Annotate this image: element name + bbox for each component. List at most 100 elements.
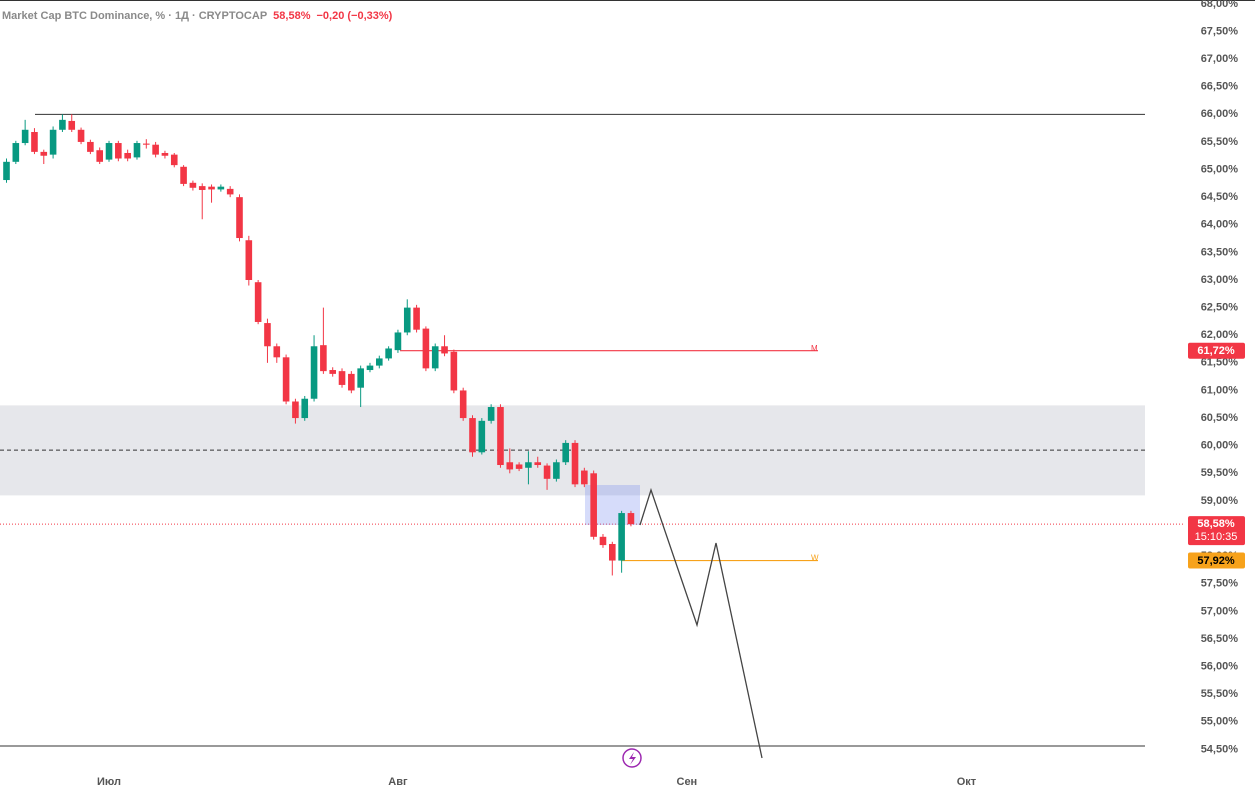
y-tick-label: 62,00% bbox=[1201, 329, 1239, 341]
candle-body bbox=[515, 464, 523, 469]
candle-body bbox=[301, 398, 309, 419]
last-price-box bbox=[1188, 516, 1245, 546]
y-tick-label: 54,50% bbox=[1201, 743, 1239, 755]
candle-body bbox=[441, 346, 448, 354]
candle-body bbox=[161, 152, 169, 156]
candle-body bbox=[376, 358, 383, 366]
candle-body bbox=[87, 141, 94, 152]
candle-body bbox=[77, 129, 85, 142]
candle-body bbox=[497, 407, 504, 466]
candle-body bbox=[320, 345, 327, 372]
level-price-box bbox=[1188, 552, 1245, 569]
candle-body bbox=[143, 143, 150, 145]
candle-body bbox=[208, 186, 215, 190]
header-change: −0,20 (−0,33%) bbox=[316, 10, 393, 22]
y-tick-label: 67,00% bbox=[1201, 53, 1239, 65]
candle-body bbox=[282, 357, 290, 402]
y-tick-label: 57,00% bbox=[1201, 605, 1239, 617]
candle-body bbox=[581, 470, 588, 485]
header-price: 58,58% bbox=[273, 10, 311, 22]
last-price-label: 58,58% bbox=[1197, 518, 1235, 530]
event-icon bbox=[622, 748, 642, 768]
candle-body bbox=[562, 442, 569, 463]
candle-body bbox=[459, 390, 467, 419]
level-price-label: 61,72% bbox=[1197, 345, 1235, 357]
candle-body bbox=[31, 131, 38, 152]
y-tick-label: 57,50% bbox=[1201, 578, 1239, 590]
candle-body bbox=[3, 161, 10, 181]
candle-body bbox=[618, 513, 625, 561]
candle-body bbox=[534, 462, 542, 466]
y-tick-label: 66,00% bbox=[1201, 108, 1239, 120]
candle-body bbox=[627, 513, 635, 525]
header: Market Cap BTC Dominance, % · 1Д · CRYPT… bbox=[2, 10, 398, 22]
y-tick-label: 61,50% bbox=[1201, 357, 1239, 369]
candle-body bbox=[49, 129, 57, 155]
candle-body bbox=[394, 332, 402, 351]
y-tick-label: 59,50% bbox=[1201, 467, 1239, 479]
candle-body bbox=[385, 348, 392, 359]
y-tick-label: 64,00% bbox=[1201, 219, 1239, 231]
candle-body bbox=[68, 120, 76, 130]
candle-body bbox=[348, 373, 355, 391]
y-tick-label: 59,00% bbox=[1201, 495, 1239, 507]
candle-body bbox=[152, 144, 159, 155]
x-tick-label: Авг bbox=[388, 776, 408, 788]
candle-body bbox=[403, 307, 411, 333]
candle-body bbox=[329, 370, 336, 374]
y-tick-label: 60,50% bbox=[1201, 412, 1239, 424]
candle-body bbox=[450, 351, 458, 391]
y-tick-label: 62,50% bbox=[1201, 302, 1239, 314]
candle-body bbox=[21, 129, 29, 144]
candle-body bbox=[59, 119, 66, 130]
y-tick-label: 56,00% bbox=[1201, 660, 1239, 672]
y-tick-label: 68,00% bbox=[1201, 0, 1239, 10]
candle-body bbox=[357, 368, 364, 388]
level-price-label: 57,92% bbox=[1197, 555, 1235, 567]
candle-body bbox=[133, 143, 141, 158]
candle-body bbox=[571, 442, 579, 485]
y-tick-label: 56,50% bbox=[1201, 633, 1239, 645]
level-tag: M bbox=[811, 344, 818, 353]
candle-body bbox=[506, 462, 514, 470]
header-title: Market Cap BTC Dominance, % · 1Д · CRYPT… bbox=[2, 10, 268, 22]
candle-body bbox=[487, 407, 495, 421]
candle-body bbox=[292, 401, 299, 419]
y-tick-label: 67,50% bbox=[1201, 25, 1239, 37]
x-tick-label: Окт bbox=[957, 776, 977, 788]
x-tick-label: Сен bbox=[677, 776, 698, 788]
y-tick-label: 55,00% bbox=[1201, 716, 1239, 728]
candle-body bbox=[366, 365, 374, 371]
candle-body bbox=[273, 346, 281, 358]
y-tick-label: 55,50% bbox=[1201, 688, 1239, 700]
candle-body bbox=[478, 420, 486, 453]
projection-path bbox=[639, 487, 763, 759]
y-tick-label: 63,00% bbox=[1201, 274, 1239, 286]
candle-body bbox=[338, 371, 346, 385]
candle-body bbox=[217, 186, 225, 190]
candle-body bbox=[245, 240, 253, 281]
candle-body bbox=[105, 143, 113, 160]
candle-body bbox=[40, 151, 48, 156]
last-countdown: 15:10:35 bbox=[1195, 531, 1238, 543]
y-tick-label: 65,50% bbox=[1201, 136, 1239, 148]
y-tick-label: 63,50% bbox=[1201, 246, 1239, 258]
candle-body bbox=[189, 182, 197, 188]
candle-body bbox=[198, 186, 206, 190]
candle-body bbox=[553, 462, 560, 479]
candle-body bbox=[115, 143, 122, 159]
candle-body bbox=[599, 536, 607, 546]
event-bolt bbox=[629, 752, 636, 765]
candle-body bbox=[413, 307, 420, 330]
candle-body bbox=[170, 154, 178, 166]
x-tick-label: Июл bbox=[97, 776, 121, 788]
y-tick-label: 60,00% bbox=[1201, 440, 1239, 452]
candle-body bbox=[469, 418, 476, 453]
y-tick-label: 65,00% bbox=[1201, 163, 1239, 175]
candle-body bbox=[124, 152, 131, 159]
candle-body bbox=[254, 282, 262, 322]
candle-body bbox=[422, 328, 430, 369]
candle-body bbox=[264, 323, 271, 347]
y-tick-label: 64,50% bbox=[1201, 191, 1239, 203]
